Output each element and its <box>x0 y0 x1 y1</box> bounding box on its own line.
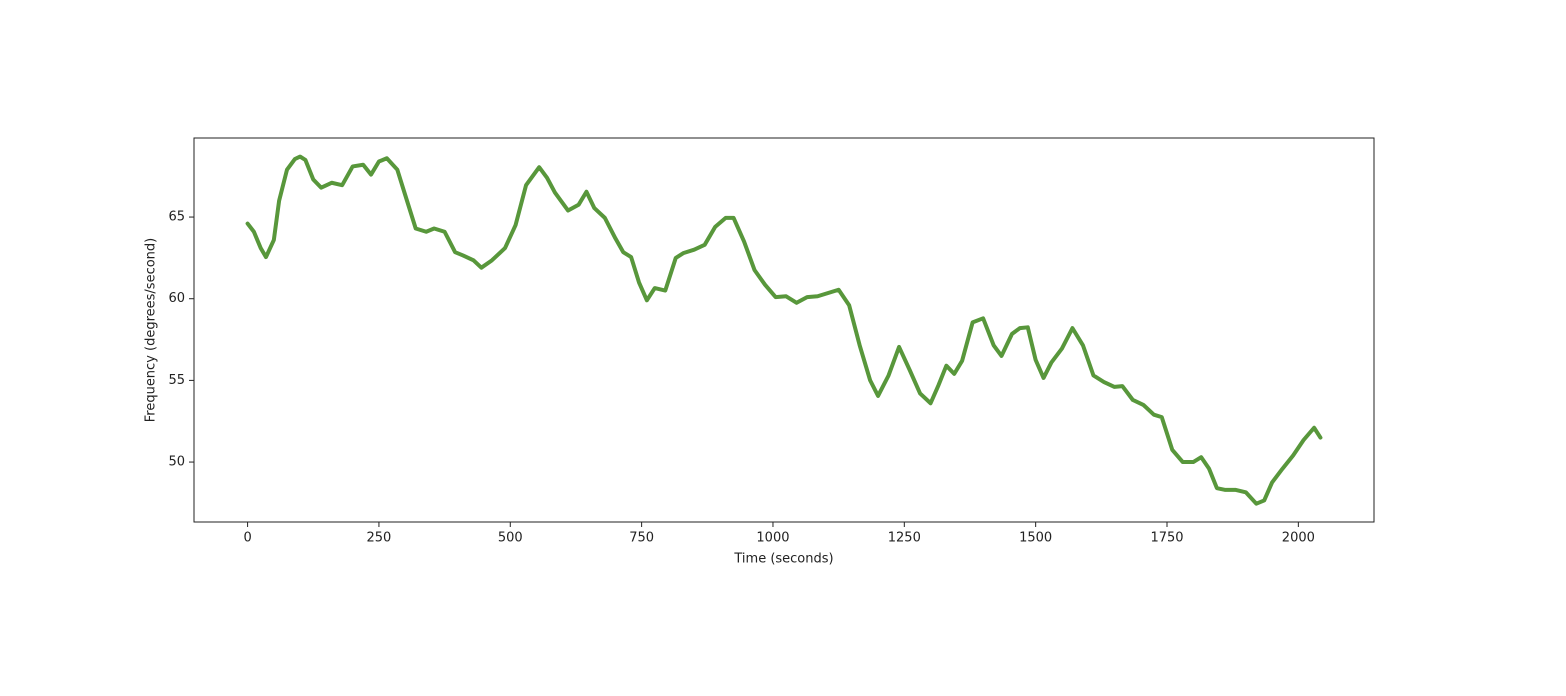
y-tick-label: 60 <box>168 291 185 306</box>
x-tick-label: 1500 <box>1019 531 1052 546</box>
x-tick-label: 750 <box>629 531 654 546</box>
x-tick-label: 500 <box>498 531 523 546</box>
x-tick-label: 1000 <box>756 531 789 546</box>
x-tick-label: 250 <box>367 531 392 546</box>
y-tick-label: 50 <box>168 455 185 470</box>
plot-frame <box>193 137 1375 523</box>
x-tick-label: 1750 <box>1150 531 1183 546</box>
y-axis-label: Frequency (degrees/second) <box>144 238 159 423</box>
y-tick-label: 65 <box>168 210 185 225</box>
x-tick-label: 2000 <box>1282 531 1315 546</box>
x-tick-label: 0 <box>243 531 251 546</box>
data-line <box>245 154 1323 506</box>
x-tick-label: 1250 <box>888 531 921 546</box>
y-tick-label: 55 <box>168 373 185 388</box>
x-axis-label: Time (seconds) <box>733 552 833 567</box>
